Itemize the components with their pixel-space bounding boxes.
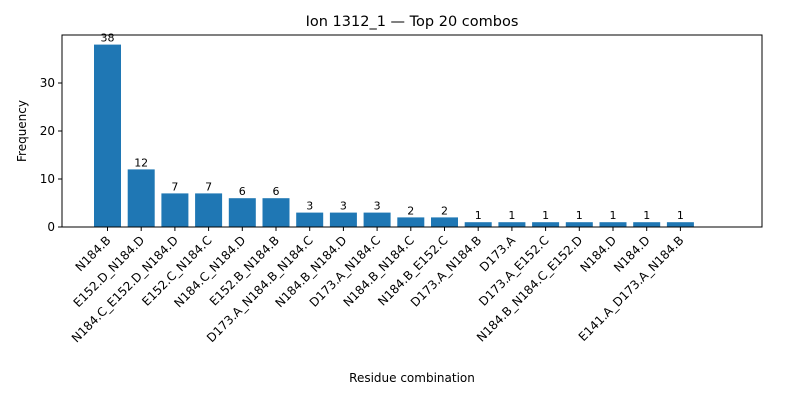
bars-group: [94, 44, 694, 227]
chart-title: Ion 1312_1 — Top 20 combos: [306, 14, 519, 30]
bar: [363, 212, 391, 227]
bar: [127, 169, 155, 227]
data-label: 3: [340, 200, 347, 213]
data-labels-group: 38 12 7 7 6 6 3 3 3 2 2 1 1 1 1 1 1 1: [101, 32, 684, 223]
x-tick-label: N184.D: [577, 233, 619, 275]
data-label: 7: [205, 180, 212, 193]
data-label: 38: [101, 32, 115, 45]
bar: [228, 198, 256, 227]
bar: [397, 217, 425, 227]
data-label: 1: [475, 209, 482, 222]
y-tick-label: 20: [40, 124, 55, 138]
data-label: 1: [508, 209, 515, 222]
data-label: 2: [441, 204, 448, 217]
data-label: 7: [171, 180, 178, 193]
bar: [161, 193, 189, 227]
data-label: 3: [374, 200, 381, 213]
bar: [633, 222, 661, 227]
data-label: 1: [677, 209, 684, 222]
x-axis: N184.BE152.D_N184.DN184.C_E152.D_N184.DE…: [69, 227, 687, 345]
y-tick-label: 10: [40, 172, 55, 186]
bar: [565, 222, 593, 227]
bar: [498, 222, 526, 227]
data-label: 6: [273, 185, 280, 198]
data-label: 1: [610, 209, 617, 222]
bar: [195, 193, 223, 227]
bar: [599, 222, 627, 227]
data-label: 6: [239, 185, 246, 198]
bar: [262, 198, 290, 227]
data-label: 3: [306, 200, 313, 213]
data-label: 12: [134, 156, 148, 169]
bar: [666, 222, 694, 227]
data-label: 2: [407, 204, 414, 217]
bar: [296, 212, 324, 227]
data-label: 1: [643, 209, 650, 222]
y-axis-label: Frequency: [15, 100, 29, 162]
bar: [329, 212, 357, 227]
x-axis-label: Residue combination: [349, 371, 475, 385]
bar: [431, 217, 458, 227]
data-label: 1: [576, 209, 583, 222]
y-axis: 0 10 20 30: [40, 76, 62, 234]
plot-frame: [61, 34, 763, 228]
bar: [464, 222, 492, 227]
data-label: 1: [542, 209, 549, 222]
bar: [532, 222, 560, 227]
y-tick-label: 30: [40, 76, 55, 90]
y-tick-label: 0: [47, 220, 55, 234]
bar: [94, 44, 121, 227]
